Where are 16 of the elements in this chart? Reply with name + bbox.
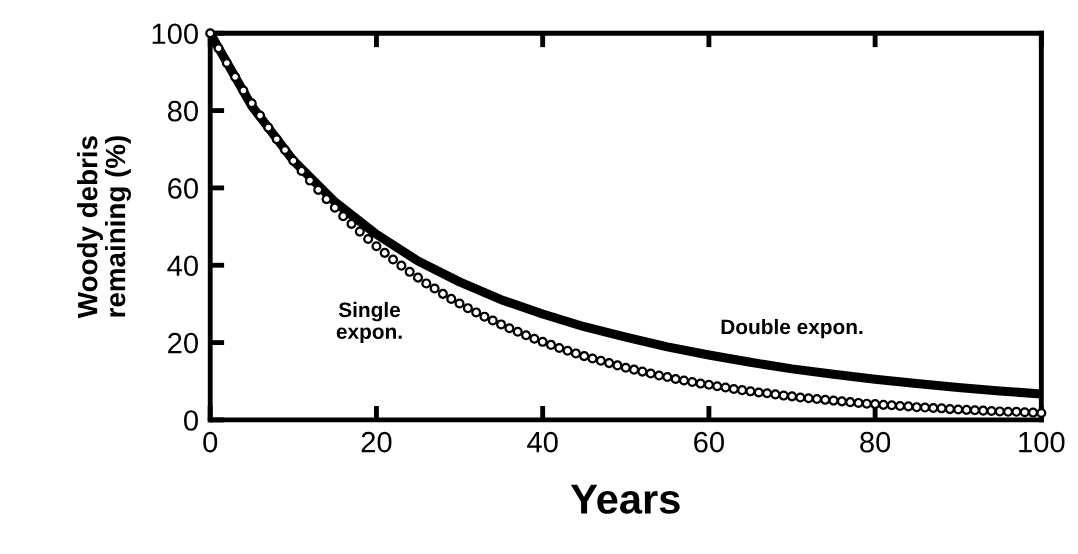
y-axis-title: Woody debris remaining (%) [77, 136, 131, 319]
x-tick-label: 40 [527, 431, 558, 453]
series-label: Single expon. [336, 301, 402, 344]
y-tick-label: 60 [168, 178, 198, 199]
x-tick-label: 0 [203, 431, 218, 453]
x-axis-title: Years [570, 484, 680, 514]
y-tick-label: 40 [167, 255, 198, 277]
y-tick-label: 80 [167, 100, 198, 122]
y-tick-label: 20 [168, 332, 198, 354]
series-label: Double expon. [721, 318, 863, 339]
x-tick-label: 80 [860, 431, 891, 453]
x-tick-label: 20 [361, 431, 392, 453]
x-tick-label: 100 [1019, 431, 1065, 453]
x-tick-label: 60 [694, 431, 724, 453]
y-tick-label: 0 [184, 410, 198, 431]
y-tick-label: 100 [152, 23, 198, 45]
